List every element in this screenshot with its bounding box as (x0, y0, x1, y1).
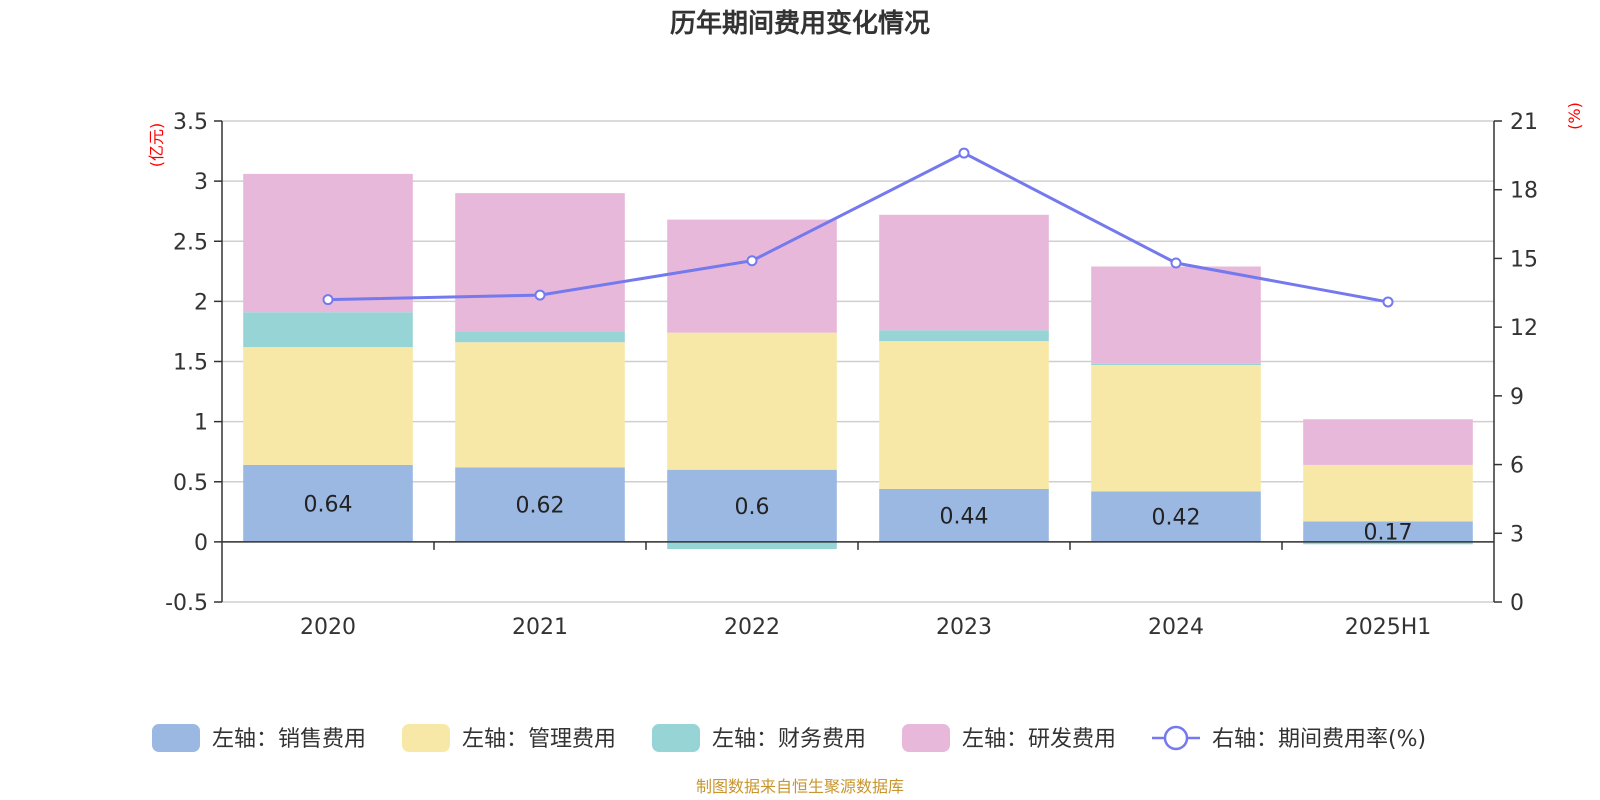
chart-title: 历年期间费用变化情况 (670, 8, 930, 39)
bar-segment (667, 541, 837, 550)
bar-value-label: 0.6 (735, 495, 770, 520)
right-tick-label: 21 (1510, 110, 1538, 135)
rate-line-path (327, 151, 1389, 304)
left-tick-label: 2 (194, 290, 208, 315)
legend-swatch (402, 724, 450, 752)
bar-segment (1303, 541, 1473, 545)
left-tick-label: 1 (194, 411, 208, 436)
bar-segment (455, 331, 625, 343)
grid-lines (222, 120, 1494, 603)
legend-label: 右轴：期间费用率(%) (1212, 727, 1426, 752)
bar-segment (879, 341, 1049, 489)
bar-segment (455, 193, 625, 332)
legend-item: 左轴：销售费用 (152, 724, 366, 752)
rate-point (1382, 296, 1394, 308)
bar-value-label: 0.44 (940, 504, 989, 529)
x-tick-label: 2020 (300, 615, 356, 640)
bar-segment (243, 312, 413, 348)
bar-segment (1303, 521, 1473, 542)
x-tick-label: 2021 (512, 615, 568, 640)
bar-value-label: 0.64 (304, 492, 353, 517)
legend-item: 左轴：研发费用 (902, 724, 1116, 752)
bar-segment (1303, 464, 1473, 522)
bar-segment (243, 464, 413, 542)
right-axis-unit: (%) (1565, 102, 1584, 130)
bar-segment (1091, 363, 1261, 366)
bar-segment (1303, 419, 1473, 465)
right-tick-label: 9 (1510, 385, 1524, 410)
legend-item: 左轴：管理费用 (402, 724, 616, 752)
bar-segment (243, 347, 413, 465)
left-tick-label: 0.5 (173, 471, 208, 496)
bars (243, 173, 1473, 550)
bar-value-label: 0.42 (1152, 506, 1201, 531)
x-tick-label: 2024 (1148, 615, 1204, 640)
legend-label: 左轴：管理费用 (462, 727, 616, 752)
rate-point (534, 289, 546, 301)
left-tick-label: 0 (194, 531, 208, 556)
legend-item: 右轴：期间费用率(%) (1152, 725, 1426, 752)
right-tick-label: 3 (1510, 522, 1524, 547)
right-tick-label: 18 (1510, 179, 1538, 204)
bar-segment (455, 467, 625, 542)
left-tick-label: 1.5 (173, 351, 208, 376)
bar-value-labels: 0.64 0.62 0.6 0.44 0.42 0.17 (304, 492, 1413, 545)
rate-point (1170, 257, 1182, 269)
legend-swatch (152, 724, 200, 752)
right-tick-label: 12 (1510, 316, 1538, 341)
left-tick-label: 3 (194, 170, 208, 195)
rate-point (958, 147, 970, 159)
legend: 左轴：销售费用 左轴：管理费用 左轴：财务费用 左轴：研发费用 右轴：期间费用率(%) (152, 724, 1426, 752)
left-axis-unit: (亿元) (147, 123, 166, 168)
legend-label: 左轴：销售费用 (212, 727, 366, 752)
legend-label: 左轴：研发费用 (962, 727, 1116, 752)
x-tick-label: 2023 (936, 615, 992, 640)
rate-point (322, 294, 334, 306)
left-tick-label: -0.5 (165, 591, 208, 616)
bar-segment (879, 488, 1049, 542)
x-tick-label: 2022 (724, 615, 780, 640)
legend-label: 左轴：财务费用 (712, 727, 866, 752)
right-tick-label: 15 (1510, 247, 1538, 272)
bar-segment (1091, 365, 1261, 492)
bar-segment (1091, 266, 1261, 364)
left-tick-label: 2.5 (173, 230, 208, 255)
legend-swatch (652, 724, 700, 752)
rate-point (746, 255, 758, 267)
left-tick-label: 3.5 (173, 110, 208, 135)
source-note: 制图数据来自恒生聚源数据库 (696, 777, 904, 796)
legend-swatch (902, 724, 950, 752)
bar-value-label: 0.62 (516, 494, 565, 519)
bar-segment (243, 173, 413, 313)
bar-segment (1091, 491, 1261, 542)
bar-segment (667, 469, 837, 542)
right-tick-label: 6 (1510, 454, 1524, 479)
bar-segment (879, 330, 1049, 342)
rate-line (322, 147, 1394, 308)
x-tick-label: 2025H1 (1345, 615, 1432, 640)
legend-item: 左轴：财务费用 (652, 724, 866, 752)
bar-value-label: 0.17 (1364, 521, 1413, 546)
bar-segment (667, 332, 837, 470)
x-axis: 2020 2021 2022 2023 2024 2025H1 (222, 541, 1494, 640)
bar-segment (879, 214, 1049, 331)
left-axis: 3.5 3 2.5 2 1.5 1 0.5 0 -0.5 (165, 110, 223, 616)
bar-segment (667, 219, 837, 333)
right-axis: 21 18 15 12 9 6 3 0 (1493, 110, 1538, 616)
bar-segment (455, 342, 625, 468)
right-tick-label: 0 (1510, 591, 1524, 616)
legend-circle-icon (1163, 725, 1189, 751)
